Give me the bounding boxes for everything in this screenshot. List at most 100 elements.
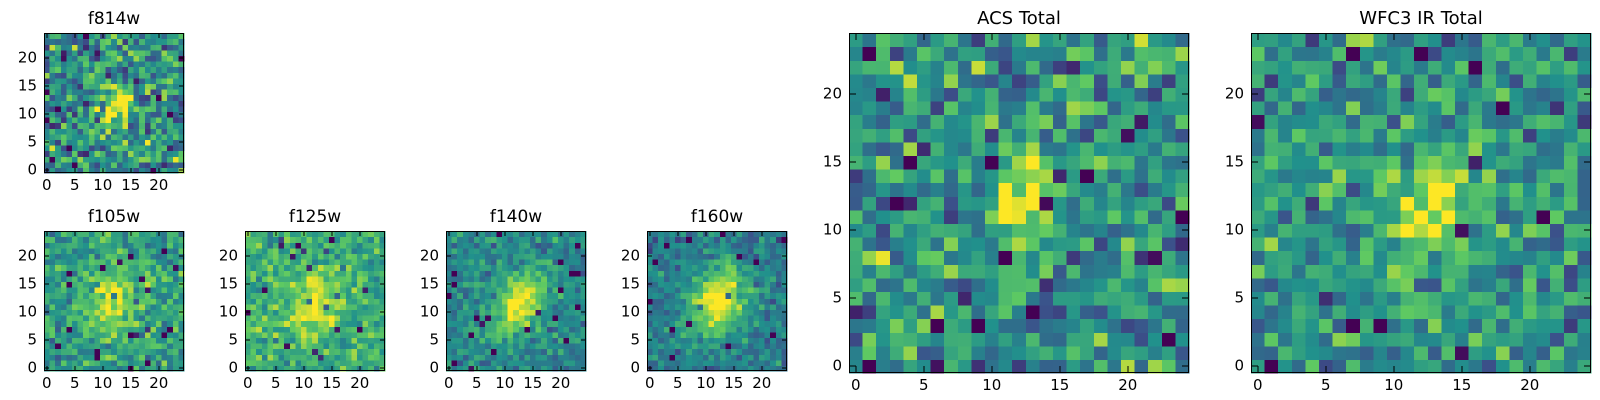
heatmap-cell xyxy=(1148,46,1163,61)
heatmap-cell xyxy=(1175,169,1190,184)
heatmap-cell xyxy=(60,292,67,299)
heatmap-cell xyxy=(1332,60,1347,75)
heatmap-cell xyxy=(128,303,135,310)
heatmap-cell xyxy=(66,303,73,310)
heatmap-cell xyxy=(172,139,179,146)
heatmap-cell xyxy=(312,242,319,249)
heatmap-cell xyxy=(66,72,73,79)
heatmap-cell xyxy=(256,303,263,310)
heatmap-cell xyxy=(128,128,135,135)
heatmap-cell xyxy=(1039,141,1054,156)
heatmap-cell xyxy=(55,309,62,316)
heatmap-cell xyxy=(541,253,548,260)
heatmap-cell xyxy=(161,242,168,249)
heatmap-cell xyxy=(1121,209,1136,224)
heatmap-cell xyxy=(1161,250,1176,265)
heatmap-cell xyxy=(116,303,123,310)
heatmap-cell xyxy=(105,303,112,310)
heatmap-cell xyxy=(518,343,525,350)
heatmap-cell xyxy=(957,359,972,374)
heatmap-cell xyxy=(764,253,771,260)
heatmap-cell xyxy=(72,44,79,51)
y-tick-label: 0 xyxy=(630,358,640,377)
heatmap-cell xyxy=(1264,128,1279,143)
heatmap-cell xyxy=(1387,277,1402,292)
heatmap-cell xyxy=(753,298,760,305)
heatmap-cell xyxy=(1346,46,1361,61)
heatmap-cell xyxy=(1121,196,1136,211)
heatmap-cell xyxy=(457,259,464,266)
heatmap-cell xyxy=(250,275,257,282)
heatmap-cell xyxy=(156,292,163,299)
heatmap-cell xyxy=(94,72,101,79)
heatmap-cell xyxy=(530,264,537,271)
heatmap-cell xyxy=(167,298,174,305)
heatmap-cell xyxy=(736,275,743,282)
heatmap-cell xyxy=(736,365,743,372)
heatmap-cell xyxy=(530,359,537,366)
heatmap-cell xyxy=(116,315,123,322)
heatmap-cell xyxy=(60,61,67,68)
heatmap-cell xyxy=(747,281,754,288)
heatmap-cell xyxy=(362,331,369,338)
heatmap-cell xyxy=(1305,87,1320,102)
heatmap-cell xyxy=(1468,73,1483,88)
heatmap-cell xyxy=(261,292,268,299)
heatmap-cell xyxy=(1305,196,1320,211)
heatmap-cell xyxy=(362,253,369,260)
heatmap-cell xyxy=(250,281,257,288)
heatmap-cell xyxy=(451,253,458,260)
heatmap-cell xyxy=(524,331,531,338)
heatmap-cell xyxy=(295,298,302,305)
heatmap-cell xyxy=(1264,264,1279,279)
heatmap-cell xyxy=(60,303,67,310)
heatmap-cell xyxy=(72,139,79,146)
heatmap-cell xyxy=(144,343,151,350)
heatmap-cell xyxy=(775,264,782,271)
heatmap-cell xyxy=(301,281,308,288)
heatmap-cell xyxy=(77,303,84,310)
heatmap-cell xyxy=(1107,277,1122,292)
heatmap-cell xyxy=(1346,345,1361,360)
heatmap-cell xyxy=(462,365,469,372)
heatmap-cell xyxy=(122,242,129,249)
heatmap-cell xyxy=(111,331,118,338)
heatmap-cell xyxy=(691,309,698,316)
heatmap-cell xyxy=(66,264,73,271)
heatmap-cell xyxy=(83,72,90,79)
heatmap-cell xyxy=(502,264,509,271)
heatmap-cell xyxy=(1550,33,1565,48)
heatmap-cell xyxy=(334,303,341,310)
heatmap-cell xyxy=(116,55,123,62)
heatmap-cell xyxy=(474,242,481,249)
heatmap-cell xyxy=(88,38,95,45)
heatmap-cell xyxy=(1455,291,1470,306)
heatmap-cell xyxy=(122,139,129,146)
heatmap-cell xyxy=(150,348,157,355)
heatmap-cell xyxy=(100,83,107,90)
heatmap-cell xyxy=(903,87,918,102)
heatmap-cell xyxy=(457,343,464,350)
heatmap-cell xyxy=(1550,332,1565,347)
heatmap-cell xyxy=(658,275,665,282)
heatmap-cell xyxy=(72,331,79,338)
heatmap-cell xyxy=(1291,264,1306,279)
heatmap-cell xyxy=(462,320,469,327)
heatmap-cell xyxy=(1455,196,1470,211)
heatmap-cell xyxy=(468,337,475,344)
heatmap-cell xyxy=(295,320,302,327)
heatmap-cell xyxy=(1039,332,1054,347)
heatmap-cell xyxy=(150,55,157,62)
heatmap-cell xyxy=(917,46,932,61)
heatmap-cell xyxy=(725,231,732,238)
heatmap-cell xyxy=(1093,291,1108,306)
heatmap-cell xyxy=(563,303,570,310)
heatmap-cell xyxy=(128,337,135,344)
heatmap-cell xyxy=(658,320,665,327)
heatmap-cell xyxy=(60,315,67,322)
heatmap-cell xyxy=(1264,73,1279,88)
heatmap-cell xyxy=(317,337,324,344)
heatmap-cell xyxy=(49,354,56,361)
heatmap-cell xyxy=(944,291,959,306)
heatmap-cell xyxy=(172,61,179,68)
